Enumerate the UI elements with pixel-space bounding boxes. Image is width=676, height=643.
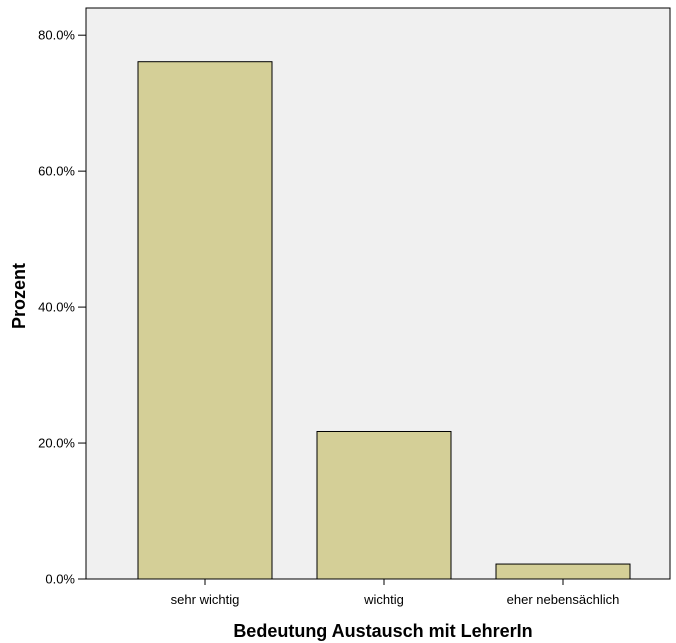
x-tick-label: wichtig xyxy=(363,592,404,607)
y-tick-label: 60.0% xyxy=(38,164,75,179)
y-tick-label: 0.0% xyxy=(45,572,75,587)
y-axis: 0.0% 20.0% 40.0% 60.0% 80.0% xyxy=(38,8,87,587)
x-tick-label: eher nebensächlich xyxy=(507,592,620,607)
y-tick-label: 80.0% xyxy=(38,28,75,43)
y-tick-label: 40.0% xyxy=(38,300,75,315)
bars-group xyxy=(137,61,631,580)
bar xyxy=(495,563,631,580)
y-axis-title: Prozent xyxy=(9,263,29,329)
bar xyxy=(316,430,452,580)
bar xyxy=(137,61,273,580)
y-tick-label: 20.0% xyxy=(38,436,75,451)
x-tick-label: sehr wichtig xyxy=(171,592,240,607)
x-axis-title: Bedeutung Austausch mit LehrerIn xyxy=(233,621,532,641)
x-axis: sehr wichtig wichtig eher nebensächlich xyxy=(86,578,670,607)
